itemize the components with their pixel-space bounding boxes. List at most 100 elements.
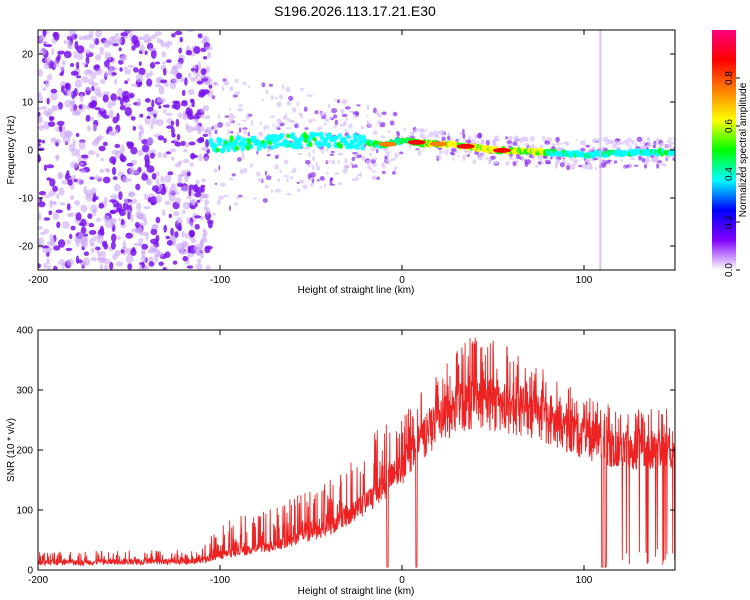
spectrogram-noise-blob	[124, 106, 132, 116]
spectrogram-scatter-blob	[445, 150, 449, 156]
spectrogram-noise-blob	[120, 249, 125, 254]
spectrogram-noise-blob	[43, 62, 50, 70]
spectrogram-noise-blob	[38, 107, 43, 111]
spectrogram-noise-blob	[165, 151, 172, 155]
spectrogram-noise-blob	[198, 154, 203, 162]
spectrogram-noise-blob	[160, 79, 168, 84]
spectrogram-noise-blob	[150, 228, 158, 236]
spectrogram-noise-blob	[74, 40, 79, 50]
spectrogram-scatter-blob	[243, 167, 248, 174]
spectrogram-ridge-cell	[237, 135, 242, 141]
spectrogram-scatter-blob	[425, 128, 428, 132]
spectrogram-noise-blob	[107, 101, 113, 109]
spectrogram-noise-blob	[43, 217, 51, 221]
spectrogram-scatter-blob	[639, 141, 642, 145]
spectrogram-scatter-blob	[296, 101, 299, 106]
snr-x-tick-label: -200	[28, 575, 48, 586]
spectrogram-scatter-blob	[272, 123, 275, 128]
spectrogram-noise-blob	[136, 202, 142, 211]
spectrogram-noise-blob	[171, 156, 175, 161]
spectrogram-noise-blob	[178, 248, 183, 253]
spectrogram-noise-blob	[141, 231, 148, 237]
spectrogram-noise-blob	[57, 50, 65, 55]
spectrogram-noise-blob	[79, 162, 84, 166]
spectrogram-noise-blob	[117, 96, 122, 101]
spectrogram-noise-blob	[67, 40, 72, 49]
spectrogram-noise-blob	[94, 54, 102, 61]
spectrogram-noise-blob	[178, 222, 182, 230]
spectrogram-noise-blob	[38, 36, 44, 44]
spectrogram-noise-blob	[203, 56, 208, 60]
spectrogram-noise-blob	[76, 52, 84, 61]
spectrogram-noise-blob	[47, 265, 51, 270]
spectrogram-scatter-blob	[550, 143, 557, 146]
spectrogram-scatter-blob	[630, 157, 636, 160]
spectrogram-noise-blob	[208, 84, 213, 89]
spectrogram-noise-blob	[76, 178, 85, 185]
spectrogram-scatter-blob	[618, 141, 625, 145]
spectrogram-scatter-blob	[344, 158, 348, 164]
spectrogram-noise-blob	[102, 94, 109, 103]
spectrogram-scatter-blob	[286, 100, 292, 106]
spectrogram-noise-blob	[78, 104, 83, 110]
spectrogram-scatter-blob	[218, 195, 225, 200]
spectrogram-noise-blob	[172, 260, 178, 265]
spectrogram-scatter-blob	[356, 154, 362, 159]
colorbar-tick-label: 0.4	[724, 167, 735, 181]
spectrogram-noise-blob	[152, 223, 159, 230]
spectrogram-scatter-blob	[217, 199, 221, 206]
spectrogram-scatter-blob	[274, 164, 279, 170]
spectrogram-scatter-blob	[330, 150, 335, 154]
colorbar: 0.0 0.2 0.4 0.6 0.8 Normalized spectral ampl…	[712, 30, 749, 277]
spectrogram-scatter-blob	[274, 96, 279, 100]
spectrogram-scatter-blob	[672, 136, 675, 141]
spectrogram-noise-blob	[176, 133, 181, 141]
spectrogram-noise-blob	[80, 218, 87, 227]
spectrogram-scatter-blob	[320, 148, 325, 154]
spectrogram-noise-blob	[153, 113, 157, 118]
spectrogram-scatter-blob	[265, 89, 269, 95]
spectrogram-noise-blob	[92, 124, 98, 132]
spectrogram-scatter-blob	[476, 132, 483, 139]
spectrogram-noise-blob	[204, 46, 213, 51]
spectrogram-scatter-blob	[387, 160, 391, 165]
spectrogram-scatter-blob	[544, 140, 551, 145]
spectrogram-scatter-blob	[560, 142, 564, 145]
spectrogram-noise-blob	[203, 205, 208, 211]
spectrogram-ridge-cell	[288, 141, 293, 148]
spectrogram-noise-blob	[155, 234, 160, 243]
spectrogram-noise-blob	[154, 61, 161, 65]
spectrogram-noise-blob	[135, 183, 141, 191]
spectrogram-scatter-blob	[369, 152, 372, 157]
spectrogram-noise-blob	[111, 149, 120, 155]
spectrogram-noise-blob	[103, 72, 108, 77]
spectrogram-scatter-blob	[355, 176, 359, 179]
spectrogram-scatter-blob	[311, 165, 315, 171]
spectrogram-noise-blob	[63, 39, 68, 45]
spectrogram-noise-blob	[182, 110, 187, 119]
spectrogram-scatter-blob	[646, 144, 652, 148]
spectrogram-scatter-blob	[651, 158, 655, 162]
spectrogram-scatter-blob	[354, 153, 357, 160]
snr-x-tick-label: 0	[399, 575, 405, 586]
spectrogram-scatter-blob	[488, 158, 492, 163]
snr-content	[38, 337, 675, 568]
spectrogram-scatter-blob	[345, 128, 348, 134]
spectrogram-scatter-blob	[391, 158, 396, 161]
spectrogram-noise-blob	[70, 161, 78, 169]
spectrogram-noise-blob	[187, 88, 195, 96]
spectrogram-scatter-blob	[303, 106, 308, 112]
spectrogram-scatter-blob	[361, 155, 366, 162]
spectrogram-noise-blob	[166, 43, 170, 50]
spectrogram-scatter-blob	[508, 143, 513, 146]
spectrogram-noise-blob	[102, 141, 108, 147]
spectrogram-noise-blob	[38, 125, 45, 131]
spectrogram-noise-blob	[169, 186, 177, 194]
spectrogram-noise-blob	[91, 85, 95, 92]
spectrogram-noise-blob	[64, 99, 72, 108]
spectrogram-scatter-blob	[225, 121, 231, 127]
spectrogram-noise-blob	[76, 148, 81, 158]
spectrogram-noise-blob	[94, 87, 102, 96]
spectrogram-noise-blob	[175, 118, 180, 127]
spectrogram-noise-blob	[109, 65, 113, 75]
